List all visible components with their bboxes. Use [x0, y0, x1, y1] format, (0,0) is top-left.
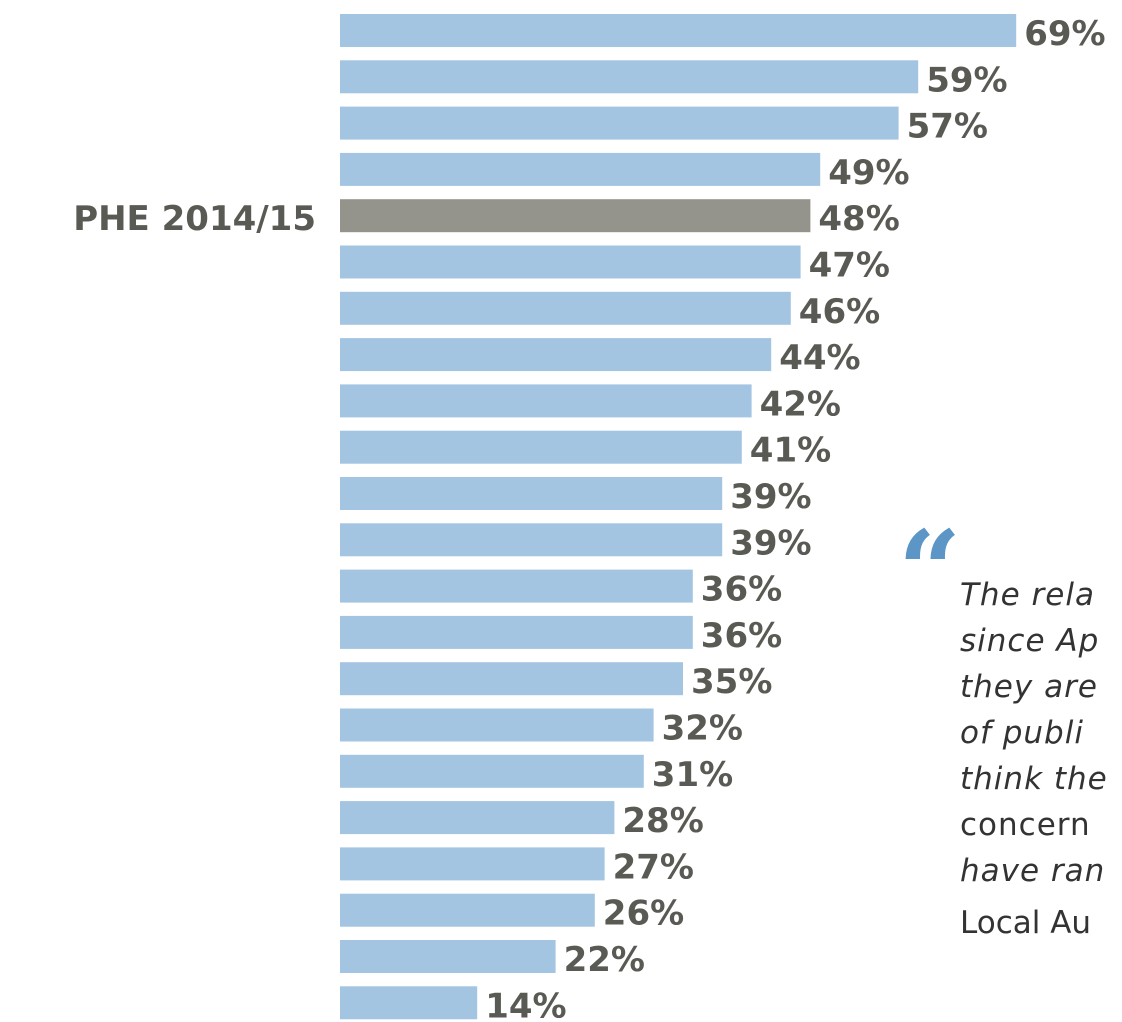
bar-value-label: 59% [926, 60, 1007, 100]
quote-line: they are [960, 669, 1098, 705]
bar [340, 477, 723, 510]
bar [340, 708, 654, 742]
quote-line: since Ap [960, 623, 1100, 659]
bar [340, 615, 693, 649]
bar-value-label: 27% [613, 847, 694, 887]
bar [340, 847, 605, 881]
bar-value-label: 35% [691, 662, 772, 702]
bar-value-label: 69% [1024, 14, 1105, 54]
bar [340, 940, 556, 973]
bar-value-label: 36% [701, 616, 782, 656]
category-label: PHE 2014/15 [73, 199, 316, 239]
quote-mark-icon: “ [898, 506, 962, 635]
bar-value-label: 39% [730, 523, 811, 563]
bar [340, 291, 791, 325]
bar-value-label: 39% [730, 477, 811, 517]
bar [340, 801, 615, 835]
bar-highlight [340, 199, 811, 233]
bar [340, 338, 772, 372]
quote-line: concern [960, 807, 1091, 843]
bar-value-label: 41% [750, 431, 831, 471]
bar [340, 60, 919, 94]
bar [340, 430, 742, 464]
bar-value-label: 44% [779, 338, 860, 378]
bar-value-label: 26% [603, 894, 684, 934]
bar-value-label: 31% [652, 755, 733, 795]
bar [340, 523, 723, 557]
quote-line: The rela [960, 577, 1095, 613]
quote-line: think the [960, 761, 1108, 797]
bar [340, 893, 595, 927]
bar [340, 14, 1017, 47]
bar-value-label: 48% [818, 199, 899, 239]
quote-line: of publi [960, 715, 1084, 751]
bar-value-label: 14% [485, 986, 566, 1022]
bar-value-label: 47% [809, 246, 890, 286]
quote-line: have ran [960, 853, 1106, 889]
bar-value-label: 46% [799, 292, 880, 332]
bar [340, 662, 683, 696]
bar [340, 569, 693, 603]
bar [340, 986, 478, 1020]
quote-block: The rela since Ap they are of publi thin… [960, 572, 1122, 946]
bar-value-label: 32% [662, 709, 743, 749]
bar-value-label: 49% [828, 153, 909, 193]
bar-value-label: 22% [564, 940, 645, 980]
quote-attribution: Local Au [960, 905, 1092, 941]
bar [340, 384, 752, 418]
bar-value-label: 42% [760, 384, 841, 424]
bar-value-label: 28% [622, 801, 703, 841]
bar [340, 754, 644, 788]
bar [340, 106, 899, 140]
bar-value-label: 57% [907, 107, 988, 147]
bar [340, 245, 801, 279]
bar-value-label: 36% [701, 570, 782, 610]
bar [340, 152, 821, 186]
